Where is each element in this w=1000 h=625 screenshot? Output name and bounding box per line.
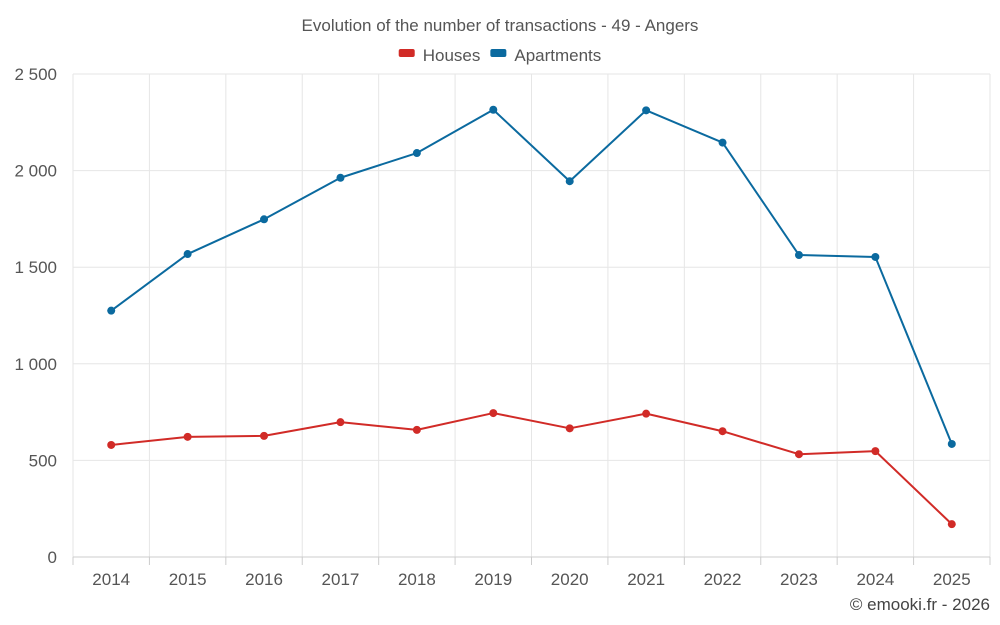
data-point-houses [260,431,269,440]
data-point-houses [107,440,116,449]
legend-label: Apartments [514,46,601,65]
x-tick-label: 2024 [856,570,894,589]
x-tick-label: 2025 [933,570,971,589]
data-point-apartments [565,177,574,186]
series-layer [107,105,956,529]
x-tick-label: 2017 [322,570,360,589]
data-point-apartments [794,251,803,260]
grid-layer [72,73,991,557]
chart-title: Evolution of the number of transactions … [302,16,699,35]
data-point-houses [718,427,727,436]
y-tick-label: 2 500 [14,65,57,84]
y-tick-label: 1 500 [14,258,57,277]
series-line-houses [111,412,953,525]
y-tick-label: 2 000 [14,162,57,181]
x-axis: 2014 2015 2016 2017 2018 2019 2020 2021 2022 2023… [72,556,991,589]
x-tick-label: 2014 [92,570,130,589]
data-point-apartments [260,215,269,224]
series-apartments [107,105,956,448]
data-point-houses [489,409,498,418]
x-tick-label: 2018 [398,570,436,589]
y-axis: 0 500 1 000 1 500 2 000 2 500 [14,65,57,567]
x-tick-label: 2023 [780,570,818,589]
data-point-apartments [183,250,192,259]
data-point-houses [794,450,803,459]
data-point-houses [565,424,574,433]
data-point-houses [642,409,651,418]
data-point-apartments [871,252,880,261]
x-tick-label: 2015 [169,570,207,589]
data-point-houses [947,520,956,529]
data-point-houses [871,447,880,456]
data-point-apartments [336,173,345,182]
data-point-apartments [489,105,498,114]
data-point-apartments [718,138,727,147]
series-houses [107,409,956,529]
x-tick-label: 2016 [245,570,283,589]
data-point-apartments [947,439,956,448]
credit-text: © emooki.fr - 2026 [850,595,990,614]
data-point-houses [412,425,421,434]
data-point-apartments [642,106,651,115]
legend-item-houses: Houses [398,46,481,65]
y-tick-label: 0 [48,548,57,567]
legend-label: Houses [423,46,481,65]
x-tick-label: 2021 [627,570,665,589]
legend-swatch [398,49,415,57]
series-line-apartments [110,108,953,445]
y-tick-label: 500 [29,451,57,470]
data-point-houses [183,432,192,441]
x-tick-label: 2020 [551,570,589,589]
legend: Houses Apartments [398,46,601,65]
legend-item-apartments: Apartments [490,46,601,65]
x-tick-label: 2022 [704,570,742,589]
x-tick-label: 2019 [474,570,512,589]
legend-swatch [490,49,507,57]
data-point-apartments [412,149,421,158]
y-tick-label: 1 000 [14,355,57,374]
data-point-houses [336,418,345,427]
data-point-apartments [107,306,116,315]
